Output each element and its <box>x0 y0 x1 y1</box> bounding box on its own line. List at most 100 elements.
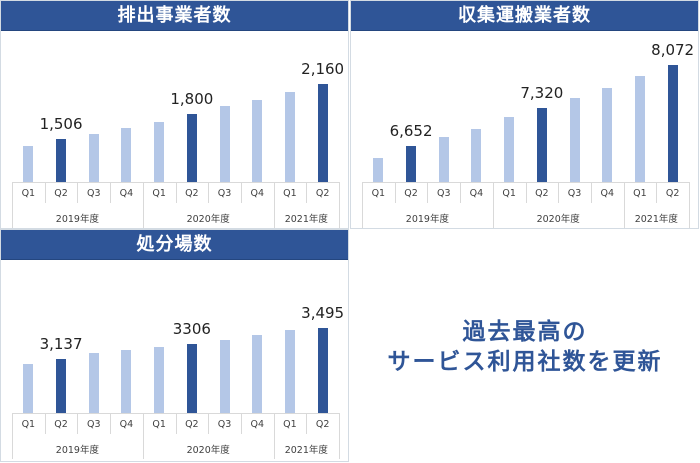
data-label: 8,072 <box>651 41 695 59</box>
category-divider <box>427 182 429 203</box>
bar <box>154 346 165 413</box>
bar <box>471 128 482 182</box>
chart-title: 処分場数 <box>1 230 348 260</box>
bar <box>569 97 580 182</box>
group-divider <box>142 182 144 228</box>
category-divider <box>175 182 177 203</box>
category-divider <box>77 413 79 434</box>
bar-plot: Q1 3,137 Q2 Q3 Q4 Q1 3306 Q2 Q3 Q4 Q1 3,495 Q2 2019年度… <box>1 230 348 461</box>
category-divider <box>525 182 527 203</box>
group-label: 2019年度 <box>55 445 99 456</box>
chart-title: 収集運搬業者数 <box>351 1 698 31</box>
group-label: 2021年度 <box>634 214 678 225</box>
group-divider <box>339 182 340 228</box>
headline-line-2: サービス利用社数を更新 <box>387 349 663 375</box>
bar <box>23 145 34 182</box>
bar <box>602 87 613 182</box>
headline-line-1: 過去最高の <box>462 319 588 345</box>
group-divider <box>142 413 144 459</box>
category-label: Q1 <box>633 188 647 199</box>
category-label: Q2 <box>665 188 680 199</box>
category-label: Q2 <box>535 188 549 199</box>
bar <box>219 105 230 182</box>
category-divider <box>77 182 79 203</box>
category-label: Q2 <box>54 188 68 199</box>
bar-highlight <box>317 328 328 413</box>
group-label: 2020年度 <box>186 214 230 225</box>
bar <box>284 91 295 182</box>
group-divider <box>12 182 13 228</box>
chart-panel-shobunjo: 処分場数 Q1 3,137 Q2 Q3 Q4 Q1 3306 Q2 Q3 Q4 Q1 3,495 Q2 2… <box>0 229 349 462</box>
data-label: 7,320 <box>520 83 564 102</box>
category-label: Q2 <box>185 419 199 430</box>
category-divider <box>656 182 658 203</box>
bar-highlight <box>536 107 547 182</box>
category-label: Q4 <box>250 419 264 430</box>
category-label: Q3 <box>86 419 101 430</box>
bar <box>252 99 263 182</box>
group-divider <box>339 413 340 459</box>
category-label: Q3 <box>567 188 582 199</box>
bar <box>88 353 99 413</box>
group-label: 2020年度 <box>186 445 230 456</box>
category-label: Q4 <box>119 419 134 430</box>
category-label: Q1 <box>371 188 386 199</box>
category-label: Q3 <box>217 188 232 199</box>
category-divider <box>110 182 112 203</box>
category-divider <box>44 182 46 203</box>
bar-plot: Q1 6,652 Q2 Q3 Q4 Q1 7,320 Q2 Q3 Q4 Q1 8,072 Q2 2019年… <box>351 1 698 228</box>
category-divider <box>175 413 177 434</box>
bar <box>23 364 34 413</box>
group-label: 2019年度 <box>55 214 99 225</box>
category-label: Q1 <box>152 419 166 430</box>
bar-highlight <box>667 65 678 182</box>
chart-panel-shushu-unpan: 収集運搬業者数 Q1 6,652 Q2 Q3 Q4 Q1 7,320 Q2 Q3 Q4 Q1 8,07… <box>350 0 699 229</box>
bar-highlight <box>406 145 417 182</box>
group-divider <box>12 413 13 459</box>
category-label: Q3 <box>86 188 101 199</box>
category-label: Q4 <box>119 188 134 199</box>
category-divider <box>208 413 210 434</box>
group-label: 2021年度 <box>284 445 328 456</box>
category-label: Q3 <box>436 188 451 199</box>
group-divider <box>492 182 494 228</box>
category-label: Q4 <box>250 188 264 199</box>
bar <box>121 127 132 182</box>
group-divider <box>623 182 625 228</box>
chart-panel-haishutsu: 排出事業者数 Q1 1,506 Q2 Q3 Q4 Q1 1,800 Q2 Q3 Q4 Q1 2,160… <box>0 0 349 229</box>
data-label: 3306 <box>172 320 211 339</box>
group-label: 2019年度 <box>405 214 449 225</box>
category-label: Q3 <box>217 419 232 430</box>
category-label: Q2 <box>404 188 418 199</box>
category-label: Q1 <box>21 188 36 199</box>
group-divider <box>273 182 275 228</box>
bar <box>634 75 645 182</box>
data-label: 1,800 <box>170 90 214 109</box>
bar <box>284 330 295 413</box>
category-label: Q1 <box>283 188 297 199</box>
category-divider <box>590 182 592 203</box>
category-label: Q2 <box>315 188 330 199</box>
category-divider <box>44 413 46 434</box>
bar <box>88 133 99 182</box>
bar-highlight <box>317 84 328 182</box>
chart-title: 排出事業者数 <box>1 1 348 31</box>
category-divider <box>306 182 308 203</box>
bar-highlight <box>56 358 67 413</box>
category-label: Q1 <box>502 188 516 199</box>
bar-highlight <box>186 344 197 413</box>
category-divider <box>110 413 112 434</box>
category-label: Q1 <box>283 419 297 430</box>
group-label: 2021年度 <box>284 214 328 225</box>
group-divider <box>689 182 690 228</box>
group-divider <box>273 413 275 459</box>
bar <box>121 349 132 413</box>
data-label: 6,652 <box>389 121 433 140</box>
category-label: Q4 <box>600 188 614 199</box>
data-label: 3,495 <box>301 304 345 322</box>
category-divider <box>394 182 396 203</box>
category-divider <box>208 182 210 203</box>
data-label: 3,137 <box>39 334 83 353</box>
bar <box>504 116 515 182</box>
bar <box>219 340 230 413</box>
